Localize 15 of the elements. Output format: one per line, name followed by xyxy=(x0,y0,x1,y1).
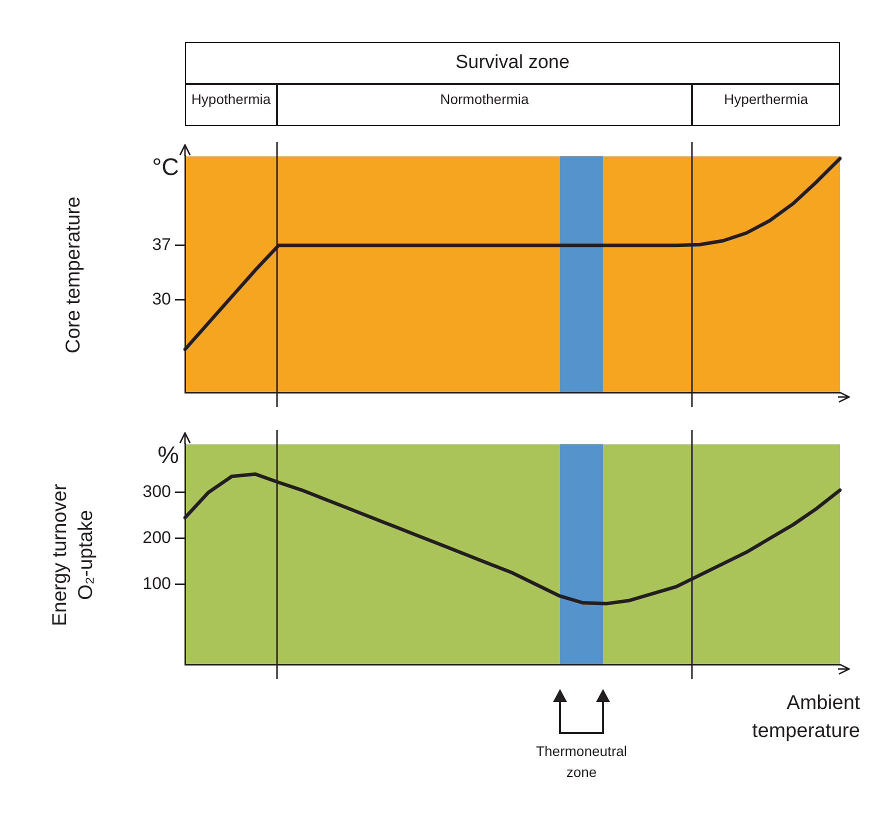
y-tick-label: 37 xyxy=(152,235,171,254)
text: °C xyxy=(152,154,179,181)
text: Survival zone xyxy=(185,42,840,84)
text: % xyxy=(158,442,179,469)
y-tick-label: 200 xyxy=(142,528,171,548)
y-axis-title: Energy turnover O₂-uptake xyxy=(48,483,98,626)
y-tick-label: 300 xyxy=(142,482,171,502)
y-axis-title: Core temperature xyxy=(61,196,85,353)
text: Normothermia xyxy=(277,84,692,126)
y-tick-label: 100 xyxy=(142,574,171,594)
text: Hyperthermia xyxy=(692,84,840,126)
y-tick-label: 30 xyxy=(152,289,171,308)
text: Hypothermia xyxy=(185,84,278,126)
x-axis-title: Ambient temperature xyxy=(751,691,860,744)
text: Thermoneutral zone xyxy=(534,742,628,782)
